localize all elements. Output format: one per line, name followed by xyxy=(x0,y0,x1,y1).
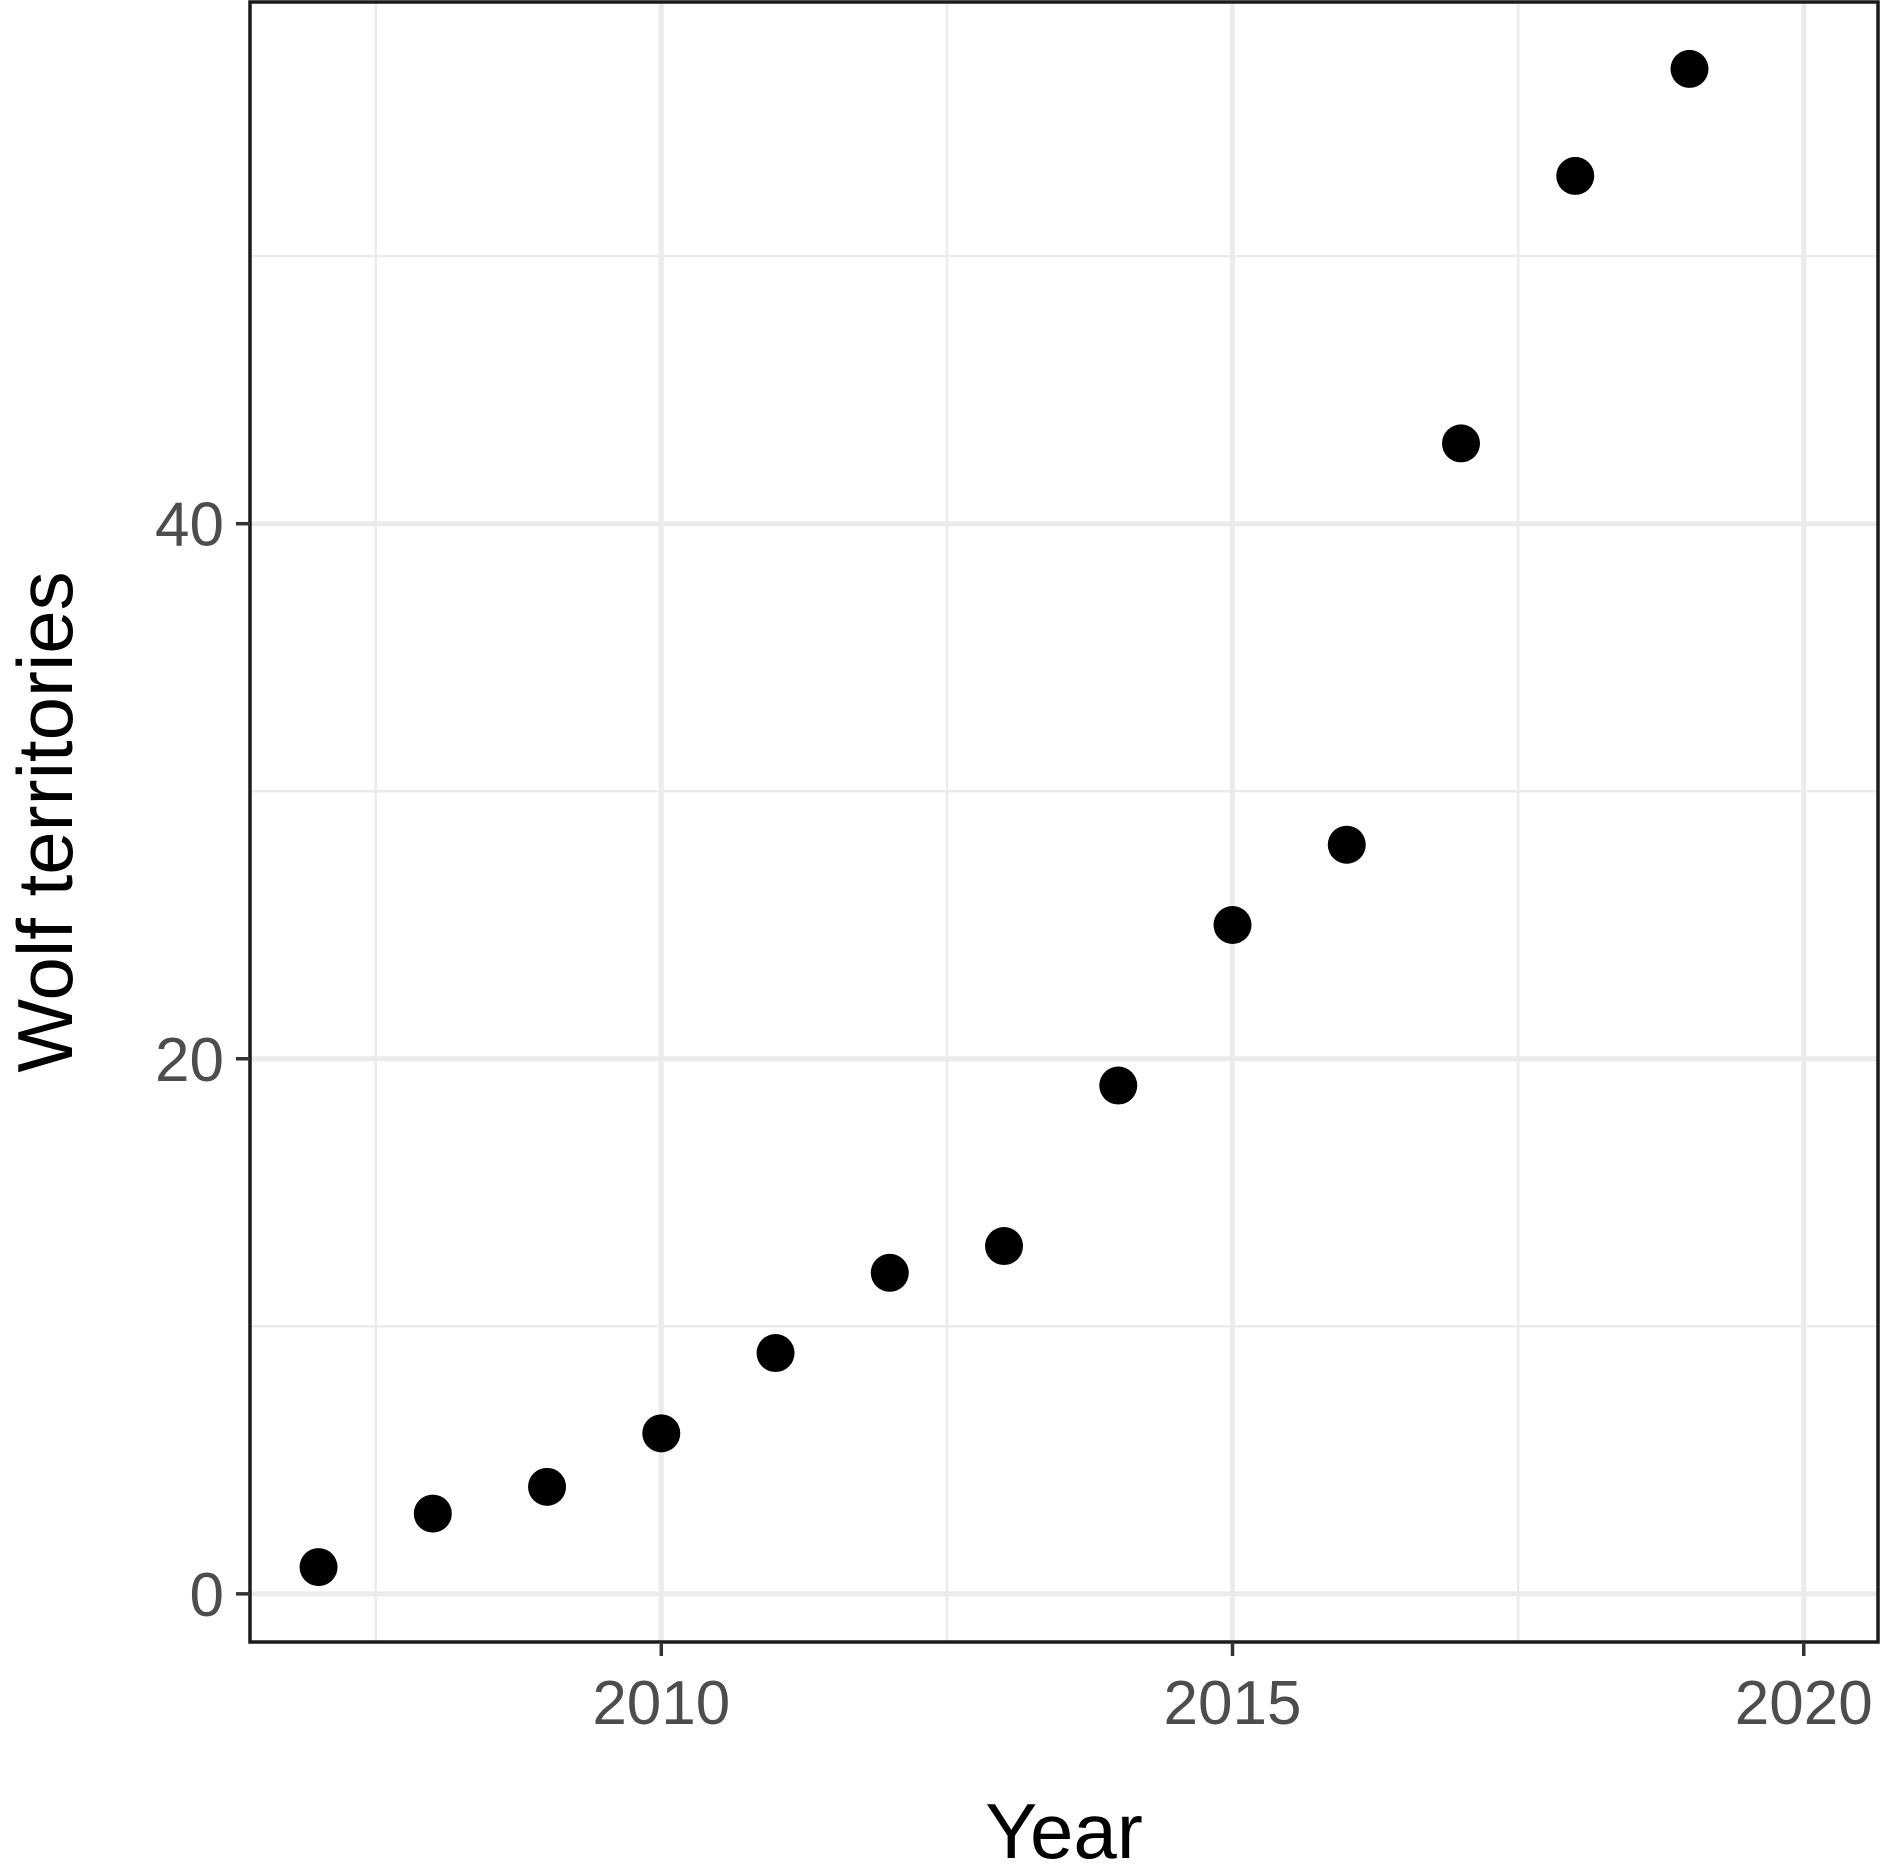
grid-minor xyxy=(250,2,1878,1642)
grid-major xyxy=(250,2,1878,1642)
x-axis-ticks: 2010 2015 2020 xyxy=(592,1642,1873,1738)
data-point xyxy=(985,1227,1024,1266)
data-point xyxy=(413,1494,452,1533)
data-point xyxy=(756,1334,795,1373)
x-tick-label: 2020 xyxy=(1735,1669,1873,1738)
data-points xyxy=(299,49,1709,1587)
data-point xyxy=(1442,424,1481,463)
data-point xyxy=(1327,825,1366,864)
data-point xyxy=(642,1414,681,1453)
data-point xyxy=(1670,49,1709,88)
data-point xyxy=(299,1548,338,1587)
data-point xyxy=(870,1253,909,1292)
data-point xyxy=(1556,156,1595,195)
y-axis-ticks: 0 20 40 xyxy=(155,491,250,1630)
data-point xyxy=(1213,906,1252,945)
data-point xyxy=(528,1467,567,1506)
x-tick-label: 2015 xyxy=(1164,1669,1302,1738)
panel-border xyxy=(248,0,1880,1644)
x-tick-label: 2010 xyxy=(592,1669,730,1738)
data-point xyxy=(1099,1066,1138,1105)
y-tick-label: 20 xyxy=(155,1026,224,1095)
y-tick-label: 0 xyxy=(190,1561,224,1630)
x-axis-title: Year xyxy=(985,1787,1143,1866)
y-tick-label: 40 xyxy=(155,491,224,560)
y-axis-title: Wolf territories xyxy=(1,571,89,1072)
panel-background xyxy=(250,2,1878,1642)
